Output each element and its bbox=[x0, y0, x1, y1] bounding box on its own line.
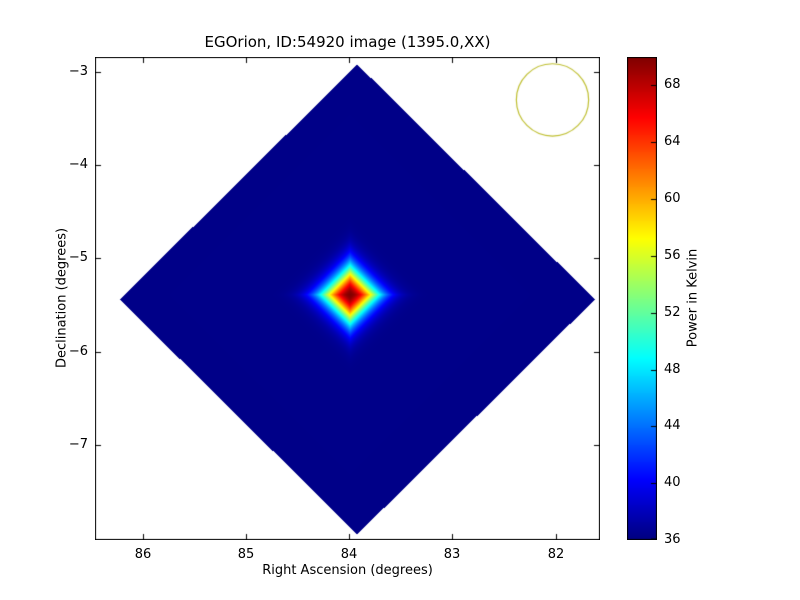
colorbar-tick-label: 52 bbox=[664, 305, 681, 320]
colorbar-canvas bbox=[627, 57, 657, 540]
y-tick-label: −4 bbox=[68, 157, 88, 172]
x-tick-label: 84 bbox=[340, 547, 358, 562]
y-tick-label: −3 bbox=[68, 64, 88, 79]
colorbar-tick-label: 48 bbox=[664, 362, 681, 377]
colorbar-tick-label: 36 bbox=[664, 532, 681, 547]
x-tick-label: 85 bbox=[237, 547, 255, 562]
colorbar-tick-label: 40 bbox=[664, 475, 681, 490]
y-tick-label: −5 bbox=[68, 250, 88, 265]
colorbar-tick-label: 64 bbox=[664, 134, 681, 149]
chart-title: EGOrion, ID:54920 image (1395.0,XX) bbox=[204, 33, 491, 51]
image-plot-canvas bbox=[95, 57, 600, 540]
x-tick-label: 83 bbox=[443, 547, 461, 562]
colorbar-tick-label: 60 bbox=[664, 191, 681, 206]
y-tick-label: −7 bbox=[68, 437, 88, 452]
x-tick-label: 86 bbox=[134, 547, 152, 562]
x-tick-label: 82 bbox=[547, 547, 565, 562]
colorbar-tick-label: 44 bbox=[664, 418, 681, 433]
y-tick-label: −6 bbox=[68, 344, 88, 359]
x-axis-label: Right Ascension (degrees) bbox=[262, 563, 433, 578]
colorbar-tick-label: 56 bbox=[664, 248, 681, 263]
colorbar-tick-label: 68 bbox=[664, 77, 681, 92]
